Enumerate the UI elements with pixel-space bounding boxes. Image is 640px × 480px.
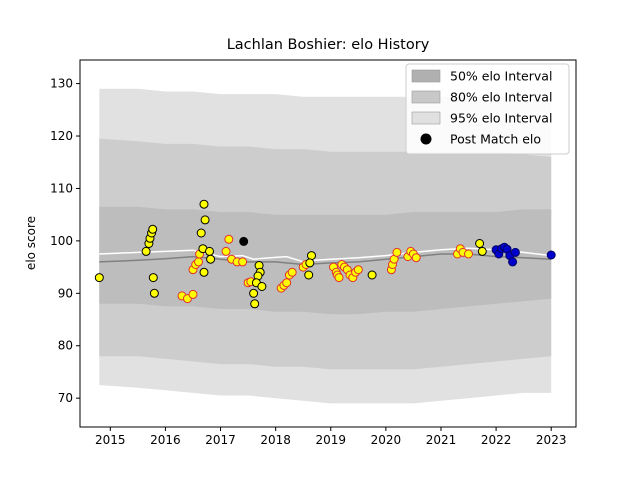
data-point-yellow <box>304 270 314 280</box>
trend-line <box>99 253 552 266</box>
legend: 50% elo Interval 80% elo Interval 95% elo … <box>405 63 570 155</box>
axes-frame <box>79 59 577 428</box>
plot-area <box>94 88 556 404</box>
data-point-yellow <box>367 270 377 280</box>
data-point-yellow <box>200 215 210 225</box>
data-point-yellow <box>149 288 159 298</box>
data-point-yellow <box>249 288 259 298</box>
data-point-red-edged <box>334 273 344 283</box>
legend-label: 80% elo Interval <box>450 90 552 105</box>
data-point-red-edged <box>464 249 473 259</box>
chart-title: Lachlan Boshier: elo History <box>227 37 430 53</box>
data-point-yellow <box>148 224 158 234</box>
band-50 <box>99 206 552 315</box>
y-tick-label: 70 <box>58 391 73 405</box>
data-point-yellow <box>257 282 267 291</box>
x-tick-label: 2020 <box>371 433 402 447</box>
data-point-yellow <box>94 273 104 283</box>
x-tick-label: 2021 <box>426 433 457 447</box>
data-point-red-edged <box>411 253 421 263</box>
legend-box <box>405 63 570 155</box>
legend-swatch <box>411 69 441 83</box>
data-point-blue <box>510 247 520 257</box>
x-tick-label: 2019 <box>315 433 346 447</box>
data-point-red-edged <box>224 234 234 244</box>
legend-swatch <box>411 111 441 125</box>
axes: 2015 2016 2017 2018 2019 2020 2021 2022 2023 70 80… <box>50 59 577 447</box>
data-point-yellow <box>305 258 315 268</box>
data-point-red-edged <box>194 257 203 267</box>
data-point-yellow <box>250 299 260 309</box>
data-point-yellow <box>477 246 487 256</box>
x-tick-label: 2015 <box>95 433 126 447</box>
data-point-yellow <box>199 199 209 209</box>
data-point-yellow <box>196 228 206 238</box>
data-point-yellow <box>475 239 485 248</box>
x-tick-label: 2022 <box>481 433 512 447</box>
data-point-red-edged <box>353 265 363 275</box>
data-point-red-edged <box>221 246 231 256</box>
y-tick-label: 120 <box>50 129 73 143</box>
x-tick-label: 2017 <box>205 433 236 447</box>
y-tick-label: 100 <box>50 234 73 248</box>
x-tick-label: 2023 <box>536 433 567 447</box>
legend-label: 95% elo Interval <box>450 111 552 126</box>
y-tick-label: 80 <box>58 339 73 353</box>
data-point-yellow <box>141 246 151 256</box>
data-point-red-edged <box>238 257 248 267</box>
data-point-yellow <box>205 246 214 256</box>
y-tick-label: 90 <box>58 286 73 300</box>
data-point-red-edged <box>188 289 198 299</box>
data-point-yellow <box>199 267 209 277</box>
legend-marker <box>420 133 432 145</box>
data-point-yellow <box>148 273 158 283</box>
legend-label: Post Match elo <box>450 132 541 147</box>
y-tick-label: 110 <box>50 181 73 195</box>
x-tick-label: 2018 <box>260 433 291 447</box>
y-tick-label: 130 <box>50 77 73 91</box>
data-point-blue <box>546 250 556 260</box>
x-tick-label: 2016 <box>150 433 181 447</box>
data-point-red-edged <box>392 247 402 257</box>
legend-swatch <box>411 90 441 104</box>
y-axis-label: elo score <box>24 216 38 270</box>
data-point-blue <box>508 257 518 267</box>
data-point-red-edged <box>282 278 292 288</box>
data-point-yellow <box>206 254 216 264</box>
data-point-black <box>239 236 249 246</box>
data-point-yellow <box>307 251 316 261</box>
legend-label: 50% elo Interval <box>450 69 552 84</box>
data-point-red-edged <box>287 267 297 277</box>
